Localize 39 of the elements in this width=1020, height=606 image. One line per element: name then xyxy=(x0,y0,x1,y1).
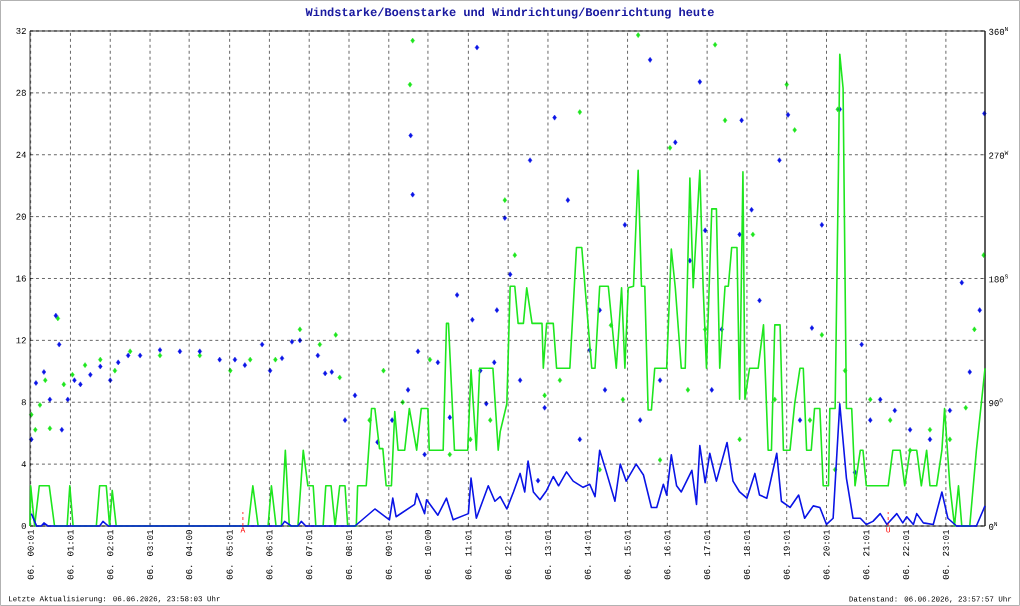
x-tick-label: 06. 21:01 xyxy=(863,529,870,580)
x-tick-label: 06. 23:01 xyxy=(942,529,949,580)
x-tick-label: 06. 22:01 xyxy=(903,529,910,580)
x-tick-label: 06. 05:01 xyxy=(226,529,233,580)
y2-tick-label: 360$^{N}$ xyxy=(989,27,1008,35)
x-tick-label: 06. 19:01 xyxy=(783,529,790,580)
x-tick-label: 06. 20:01 xyxy=(823,529,830,580)
y2-tick-label: 90$^{O}$ xyxy=(989,398,1003,407)
x-tick-label: 06. 04:00 xyxy=(186,530,193,580)
x-tick-label: 06. 15:01 xyxy=(624,529,631,580)
y-tick-label: 12 xyxy=(16,337,26,344)
x-tick-label: 06. 07:01 xyxy=(306,529,313,580)
x-tick-label: 06. 09:01 xyxy=(385,529,392,580)
x-tick-label: 06. 01:01 xyxy=(67,529,74,580)
y-tick-label: 20 xyxy=(16,213,26,220)
y-tick-label: 28 xyxy=(16,89,26,96)
chart-title: Windstarke/Boenstarke und Windrichtung/Boenrichtung heute xyxy=(305,7,714,19)
y-tick-label: 24 xyxy=(16,151,27,158)
y-tick-label: 32 xyxy=(16,27,26,35)
x-tick-label: 06. 11:01 xyxy=(465,529,472,580)
x-tick-label: 06. 18:01 xyxy=(743,529,750,580)
x-tick-label: 06. 16:01 xyxy=(664,529,671,580)
x-tick-label: 06. 08:01 xyxy=(345,529,353,580)
y-tick-label: 16 xyxy=(16,275,26,282)
x-tick-label: 06. 13:01 xyxy=(544,529,552,580)
y-tick-label: 8 xyxy=(21,399,26,406)
x-tick-label: 06. 14:01 xyxy=(584,529,591,580)
x-tick-label: 06. 12:01 xyxy=(505,529,512,580)
x-tick-label: 06. 06:01 xyxy=(266,529,273,580)
y-tick-label: 0 xyxy=(21,522,26,530)
y2-tick-label: 0$^{N}$ xyxy=(989,522,998,530)
y2-tick-label: 270$^{W}$ xyxy=(989,150,1009,159)
x-tick-label: 06. 17:01 xyxy=(704,529,711,580)
y-tick-label: 4 xyxy=(21,461,27,468)
x-tick-label: 06. 02:01 xyxy=(107,529,114,580)
y2-tick-label: 180$^{S}$ xyxy=(989,274,1008,283)
x-tick-label: 06. 10:00 xyxy=(424,530,431,580)
x-tick-label: 06. 03:01 xyxy=(147,529,154,580)
x-tick-label: 06. 00:01 xyxy=(27,529,34,580)
